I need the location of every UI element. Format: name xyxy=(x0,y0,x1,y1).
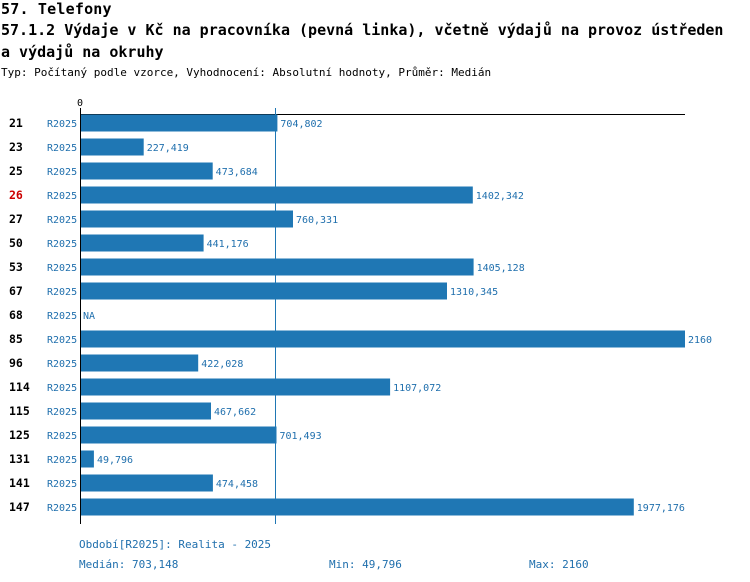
series-label: R2025 xyxy=(47,287,77,298)
category-label: 141 xyxy=(9,476,30,490)
bar xyxy=(80,378,391,396)
bar xyxy=(80,402,211,420)
bar xyxy=(80,426,277,444)
series-label: R2025 xyxy=(47,191,77,202)
category-label: 115 xyxy=(9,404,30,418)
series-label: R2025 xyxy=(47,215,77,226)
bar xyxy=(80,498,634,516)
axis-zero-label: 0 xyxy=(77,98,83,109)
category-label: 131 xyxy=(9,452,30,466)
chart-subtitle: Typ: Počítaný podle vzorce, Vyhodnocení:… xyxy=(1,66,492,79)
category-label: 96 xyxy=(9,356,23,370)
series-label: R2025 xyxy=(47,119,77,130)
category-label: 85 xyxy=(9,332,23,346)
value-label: 1310,345 xyxy=(450,287,498,298)
category-label: 125 xyxy=(9,428,30,442)
category-label: 25 xyxy=(9,164,23,178)
category-label: 21 xyxy=(9,116,23,130)
value-label: 467,662 xyxy=(214,407,256,418)
value-label: 441,176 xyxy=(207,239,249,250)
value-label: 701,493 xyxy=(279,431,321,442)
category-label: 26 xyxy=(9,188,23,202)
series-label: R2025 xyxy=(47,263,77,274)
value-label: 1107,072 xyxy=(393,383,441,394)
series-label: R2025 xyxy=(47,431,77,442)
category-label: 67 xyxy=(9,284,23,298)
value-label: NA xyxy=(83,311,95,322)
series-label: R2025 xyxy=(47,167,77,178)
bar xyxy=(80,138,144,156)
value-label: 2160 xyxy=(688,335,712,346)
series-label: R2025 xyxy=(47,479,77,490)
category-label: 23 xyxy=(9,140,23,154)
bar xyxy=(80,186,473,204)
bar xyxy=(80,258,474,276)
series-label: R2025 xyxy=(47,383,77,394)
category-label: 68 xyxy=(9,308,23,322)
bar xyxy=(80,282,447,300)
section-title: 57. Telefony xyxy=(1,0,112,18)
value-label: 422,028 xyxy=(201,359,243,370)
series-label: R2025 xyxy=(47,407,77,418)
category-label: 114 xyxy=(9,380,30,394)
value-label: 227,419 xyxy=(147,143,189,154)
bar xyxy=(80,234,204,252)
value-label: 1977,176 xyxy=(637,503,685,514)
bar xyxy=(80,210,293,228)
chart-title-line2: a výdajů na okruhy xyxy=(1,43,164,61)
value-label: 760,331 xyxy=(296,215,338,226)
series-label: R2025 xyxy=(47,311,77,322)
category-label: 147 xyxy=(9,500,30,514)
series-label: R2025 xyxy=(47,143,77,154)
category-label: 27 xyxy=(9,212,23,226)
median-stat: Medián: 703,148 xyxy=(79,558,179,571)
value-label: 49,796 xyxy=(97,455,133,466)
bar xyxy=(80,474,213,492)
category-label: 53 xyxy=(9,260,23,274)
series-label: R2025 xyxy=(47,335,77,346)
value-label: 704,802 xyxy=(280,119,322,130)
series-label: R2025 xyxy=(47,503,77,514)
category-label: 50 xyxy=(9,236,23,250)
bar-chart: 0 21 R2025 704,802 23 R2025 227,419 25 R2025 473,… xyxy=(9,98,712,524)
value-label: 474,458 xyxy=(216,479,258,490)
chart-title-line1: 57.1.2 Výdaje v Kč na pracovníka (pevná … xyxy=(1,21,724,39)
min-stat: Min: 49,796 xyxy=(329,558,402,571)
bar xyxy=(80,114,278,132)
value-label: 1402,342 xyxy=(476,191,524,202)
period-label: Období[R2025]: Realita - 2025 xyxy=(79,538,272,551)
max-stat: Max: 2160 xyxy=(529,558,589,571)
value-label: 1405,128 xyxy=(477,263,525,274)
series-label: R2025 xyxy=(47,455,77,466)
series-label: R2025 xyxy=(47,359,77,370)
bar xyxy=(80,162,213,180)
value-label: 473,684 xyxy=(216,167,258,178)
bar xyxy=(80,450,94,468)
bar xyxy=(80,354,199,372)
series-label: R2025 xyxy=(47,239,77,250)
bar xyxy=(80,330,685,348)
